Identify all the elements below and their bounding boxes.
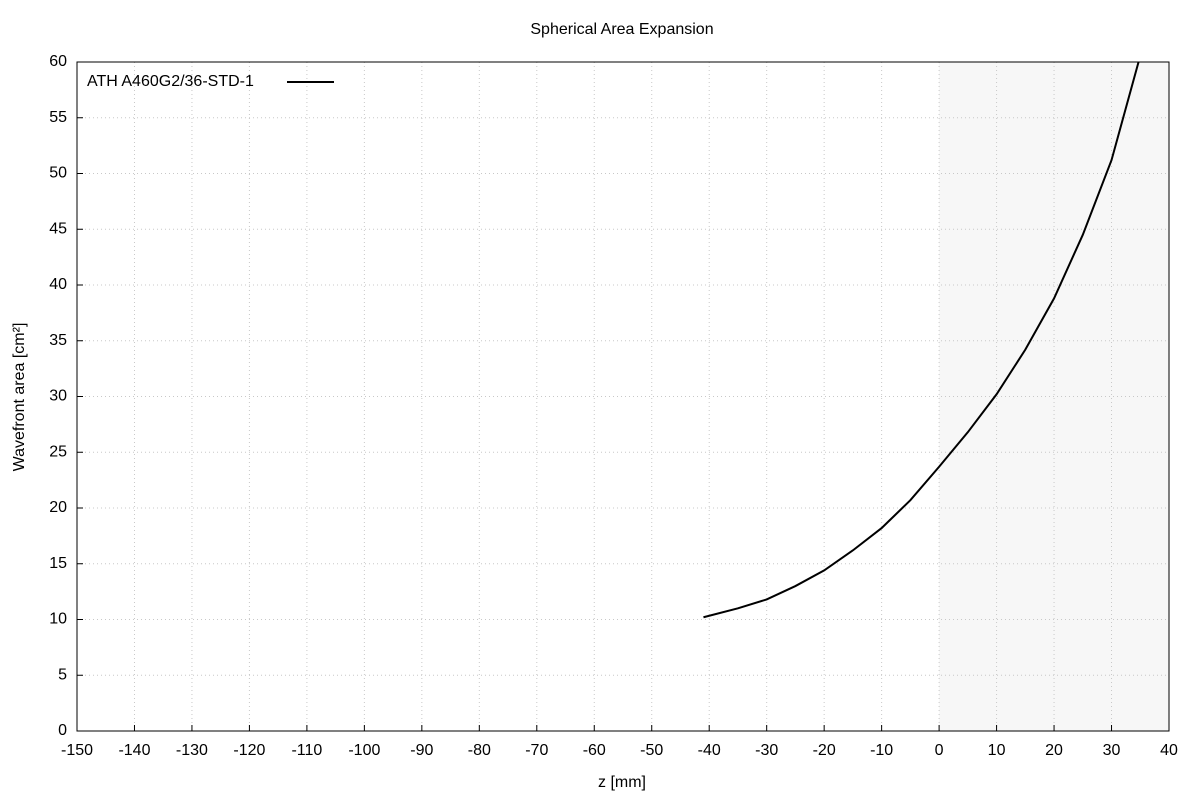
- x-tick-label: -130: [176, 742, 208, 759]
- y-tick-label: 30: [49, 388, 67, 405]
- chart-title: Spherical Area Expansion: [530, 21, 713, 38]
- y-tick-label: 60: [49, 53, 67, 70]
- y-tick-label: 45: [49, 220, 67, 237]
- y-tick-label: 0: [58, 722, 67, 739]
- x-tick-label: 20: [1045, 742, 1063, 759]
- x-axis-label: z [mm]: [598, 774, 646, 791]
- y-tick-label: 10: [49, 611, 67, 628]
- x-tick-label: -60: [583, 742, 606, 759]
- x-tick-label: 40: [1160, 742, 1178, 759]
- x-tick-label: -10: [870, 742, 893, 759]
- y-tick-label: 5: [58, 666, 67, 683]
- x-tick-label: -80: [468, 742, 491, 759]
- data-line: [703, 61, 1140, 619]
- legend-label: ATH A460G2/36-STD-1: [87, 73, 254, 90]
- x-tick-label: -40: [698, 742, 721, 759]
- x-tick-label: 30: [1103, 742, 1121, 759]
- x-tick-label: -70: [525, 742, 548, 759]
- y-tick-label: 25: [49, 443, 67, 460]
- x-tick-label: 10: [988, 742, 1006, 759]
- x-tick-label: -30: [755, 742, 778, 759]
- x-tick-label: -20: [813, 742, 836, 759]
- y-tick-label: 55: [49, 109, 67, 126]
- x-tick-label: -120: [233, 742, 265, 759]
- y-tick-label: 20: [49, 499, 67, 516]
- x-tick-label: 0: [935, 742, 944, 759]
- x-tick-label: -110: [291, 742, 322, 759]
- x-tick-label: -50: [640, 742, 663, 759]
- x-tick-label: -90: [410, 742, 433, 759]
- plot-frame: [76, 61, 1170, 732]
- y-tick-label: 40: [49, 276, 67, 293]
- y-tick-label: 50: [49, 165, 67, 182]
- y-tick-label: 15: [49, 555, 67, 572]
- y-tick-label: 35: [49, 332, 67, 349]
- x-tick-label: -140: [118, 742, 150, 759]
- x-tick-label: -100: [348, 742, 380, 759]
- y-axis-label: Wavefront area [cm²]: [11, 323, 28, 472]
- x-tick-label: -150: [61, 742, 93, 759]
